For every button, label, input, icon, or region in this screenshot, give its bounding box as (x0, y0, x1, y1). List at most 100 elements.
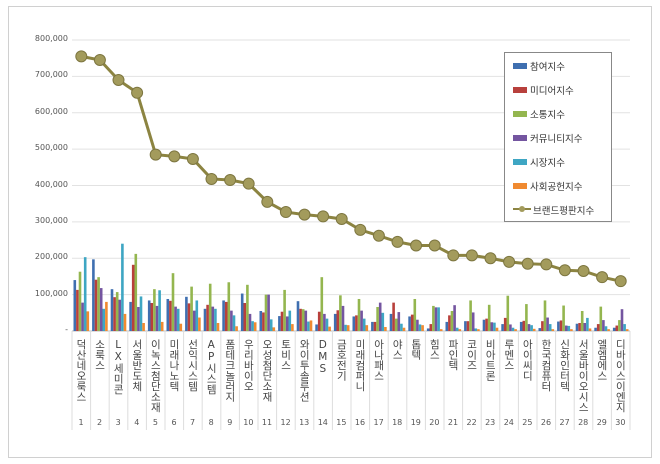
bar-커뮤니티지수 (323, 313, 326, 331)
bar-소통지수 (320, 277, 324, 331)
line-marker (521, 257, 534, 270)
legend-label: 소통지수 (530, 110, 565, 121)
bar-소통지수 (580, 310, 584, 331)
bar-시장지수 (288, 310, 292, 331)
bar-사회공헌지수 (123, 313, 127, 331)
line-marker (298, 208, 311, 221)
category-label: 아나패스 (372, 339, 385, 381)
bar-사회공헌지수 (570, 329, 573, 331)
bar-사회공헌지수 (607, 329, 610, 331)
category-label: 우리바이오 (242, 339, 255, 392)
bar-미디어지수 (224, 301, 228, 331)
bar-사회공헌지수 (142, 322, 145, 331)
legend-label: 사회공헌지수 (530, 182, 583, 193)
bar-미디어지수 (280, 311, 284, 331)
bar-커뮤니티지수 (137, 306, 140, 331)
bar-커뮤니티지수 (620, 309, 624, 331)
bar-시장지수 (158, 290, 161, 331)
line-marker (484, 252, 497, 265)
bar-소통지수 (357, 298, 361, 331)
bar-사회공헌지수 (384, 326, 387, 331)
bar-시장지수 (623, 324, 626, 331)
category-label: 선익시스템 (186, 339, 199, 392)
bar-소통지수 (153, 289, 156, 331)
bar-시장지수 (214, 308, 217, 331)
bar-참여지수 (92, 259, 95, 331)
bar-소통지수 (339, 295, 342, 331)
category-label: 디바이스이엔지 (614, 339, 627, 413)
rank-label: 23 (485, 418, 496, 427)
bar-소통지수 (78, 271, 82, 331)
bar-참여지수 (557, 321, 560, 331)
bar-미디어지수 (578, 322, 581, 331)
bar-미디어지수 (76, 289, 79, 331)
line-marker (596, 271, 609, 284)
line-marker (410, 239, 423, 252)
bar-커뮤니티지수 (118, 299, 122, 331)
bar-커뮤니티지수 (360, 310, 363, 331)
line-marker (261, 195, 274, 208)
y-tick-label: 200,000 (34, 252, 68, 262)
y-tick-label: 800,000 (34, 34, 68, 43)
line-marker (577, 264, 590, 277)
bar-참여지수 (240, 293, 244, 331)
bar-미디어지수 (243, 302, 247, 331)
legend-item: 시장지수 (513, 155, 565, 169)
bar-소통지수 (134, 253, 138, 331)
bar-사회공헌지수 (160, 321, 164, 331)
bar-사회공헌지수 (328, 326, 331, 331)
bar-참여지수 (315, 324, 318, 331)
bar-커뮤니티지수 (509, 324, 512, 331)
bar-소통지수 (264, 294, 268, 331)
bar-미디어지수 (541, 321, 544, 331)
category-label: 와이투솔루션 (298, 339, 311, 402)
bar-사회공헌지수 (346, 325, 350, 331)
line-marker (372, 229, 385, 242)
line-marker (242, 177, 255, 190)
bar-시장지수 (567, 325, 571, 331)
bar-소통지수 (543, 300, 547, 331)
bar-미디어지수 (522, 320, 526, 331)
bar-시장지수 (195, 300, 199, 331)
category-label: 서울바이오시스 (577, 339, 590, 413)
bar-사회공헌지수 (551, 329, 555, 331)
legend-item: 사회공헌지수 (513, 179, 582, 193)
bar-미디어지수 (355, 315, 358, 331)
bar-미디어지수 (336, 310, 340, 331)
bar-참여지수 (575, 323, 579, 331)
legend-swatch (513, 135, 527, 141)
bar-참여지수 (185, 296, 188, 331)
bar-미디어지수 (373, 321, 377, 331)
legend-item: 미디어지수 (513, 83, 574, 97)
category-label: 한국컴퓨터 (540, 339, 552, 392)
bar-커뮤니티지수 (248, 313, 252, 331)
bar-참여지수 (147, 300, 151, 331)
legend-swatch (513, 183, 527, 189)
category-label: 신화인터텍 (558, 339, 571, 392)
bar-참여지수 (166, 298, 170, 331)
rank-label: 17 (373, 418, 384, 427)
bar-사회공헌지수 (514, 329, 517, 331)
bar-참여지수 (110, 289, 114, 331)
bar-미디어지수 (169, 300, 172, 331)
bar-사회공헌지수 (86, 311, 90, 331)
rank-label: 13 (299, 418, 310, 427)
legend-line-swatch (513, 204, 531, 217)
bar-참여지수 (464, 321, 467, 331)
bar-소통지수 (376, 306, 379, 331)
bar-사회공헌지수 (291, 324, 294, 331)
bar-참여지수 (203, 308, 207, 331)
bar-커뮤니티지수 (602, 320, 605, 331)
line-marker (149, 148, 162, 161)
bar-미디어지수 (206, 304, 209, 331)
category-label: 오성첨단소재 (261, 339, 273, 402)
bar-참여지수 (594, 327, 597, 331)
rank-label: 19 (410, 418, 421, 427)
rank-label: 8 (208, 418, 214, 427)
bar-시장지수 (232, 315, 236, 331)
category-label: 힘스 (428, 339, 441, 360)
rank-label: 25 (522, 418, 533, 427)
bar-시장지수 (381, 312, 385, 331)
line-marker (131, 86, 144, 99)
bar-시장지수 (121, 243, 124, 331)
